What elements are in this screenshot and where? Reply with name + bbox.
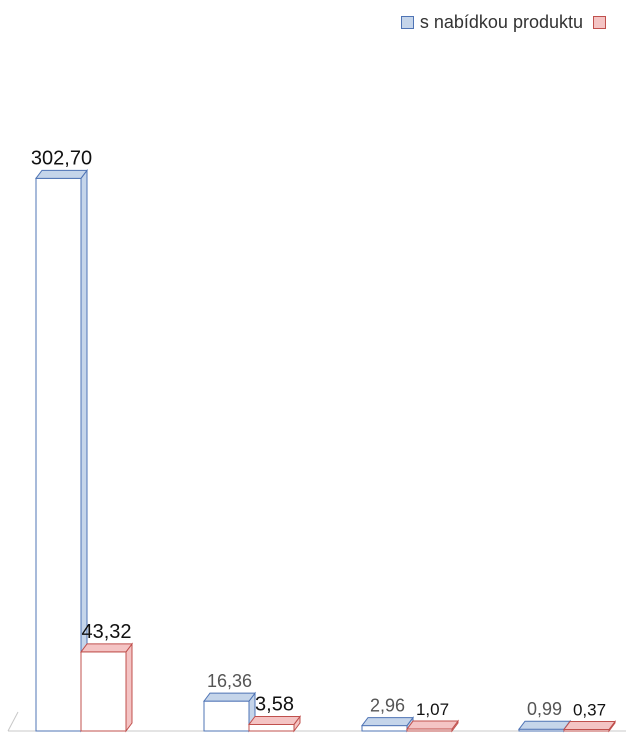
data-label-s2-c1: 43,32 <box>81 621 131 643</box>
bar-front-s1-c2 <box>203 700 250 732</box>
bar-front-s2-c1 <box>80 651 127 732</box>
data-label-s2-c4: 0,37 <box>573 701 606 720</box>
data-label-s2-c2: 3,58 <box>255 693 294 715</box>
bar-top-s2-c3 <box>406 720 459 730</box>
bar-top-s2-c4 <box>563 721 616 730</box>
data-label-s1-c1: 302,70 <box>31 147 92 169</box>
bar-top-s1-c2 <box>203 692 256 702</box>
bar-side-s2-c1 <box>125 642 133 733</box>
data-label-s1-c2: 16,36 <box>207 671 252 691</box>
data-label-s1-c3: 2,96 <box>370 696 405 716</box>
bar-top-s1-c4 <box>518 720 571 730</box>
bar-top-s2-c1 <box>80 643 133 653</box>
legend-item-series-2 <box>593 16 612 29</box>
data-label-s1-c4: 0,99 <box>527 699 562 719</box>
data-label-s2-c3: 1,07 <box>416 700 449 719</box>
bar-front-s2-c2 <box>248 723 295 732</box>
bar-top-s1-c1 <box>35 169 88 179</box>
legend-label-series-1: s nabídkou produktu <box>419 12 583 32</box>
legend-swatch-series-1 <box>400 16 414 29</box>
legend-item-series-1: s nabídkou produktu <box>400 12 583 33</box>
bar-front-s1-c3 <box>361 725 408 732</box>
bar-top-s1-c3 <box>361 717 414 727</box>
bar-front-s1-c1 <box>35 177 82 732</box>
bar-top-s2-c2 <box>248 715 301 725</box>
legend-swatch-series-2 <box>593 16 606 29</box>
chart-legend: s nabídkou produktu <box>391 12 612 33</box>
floor-edge <box>7 711 19 732</box>
